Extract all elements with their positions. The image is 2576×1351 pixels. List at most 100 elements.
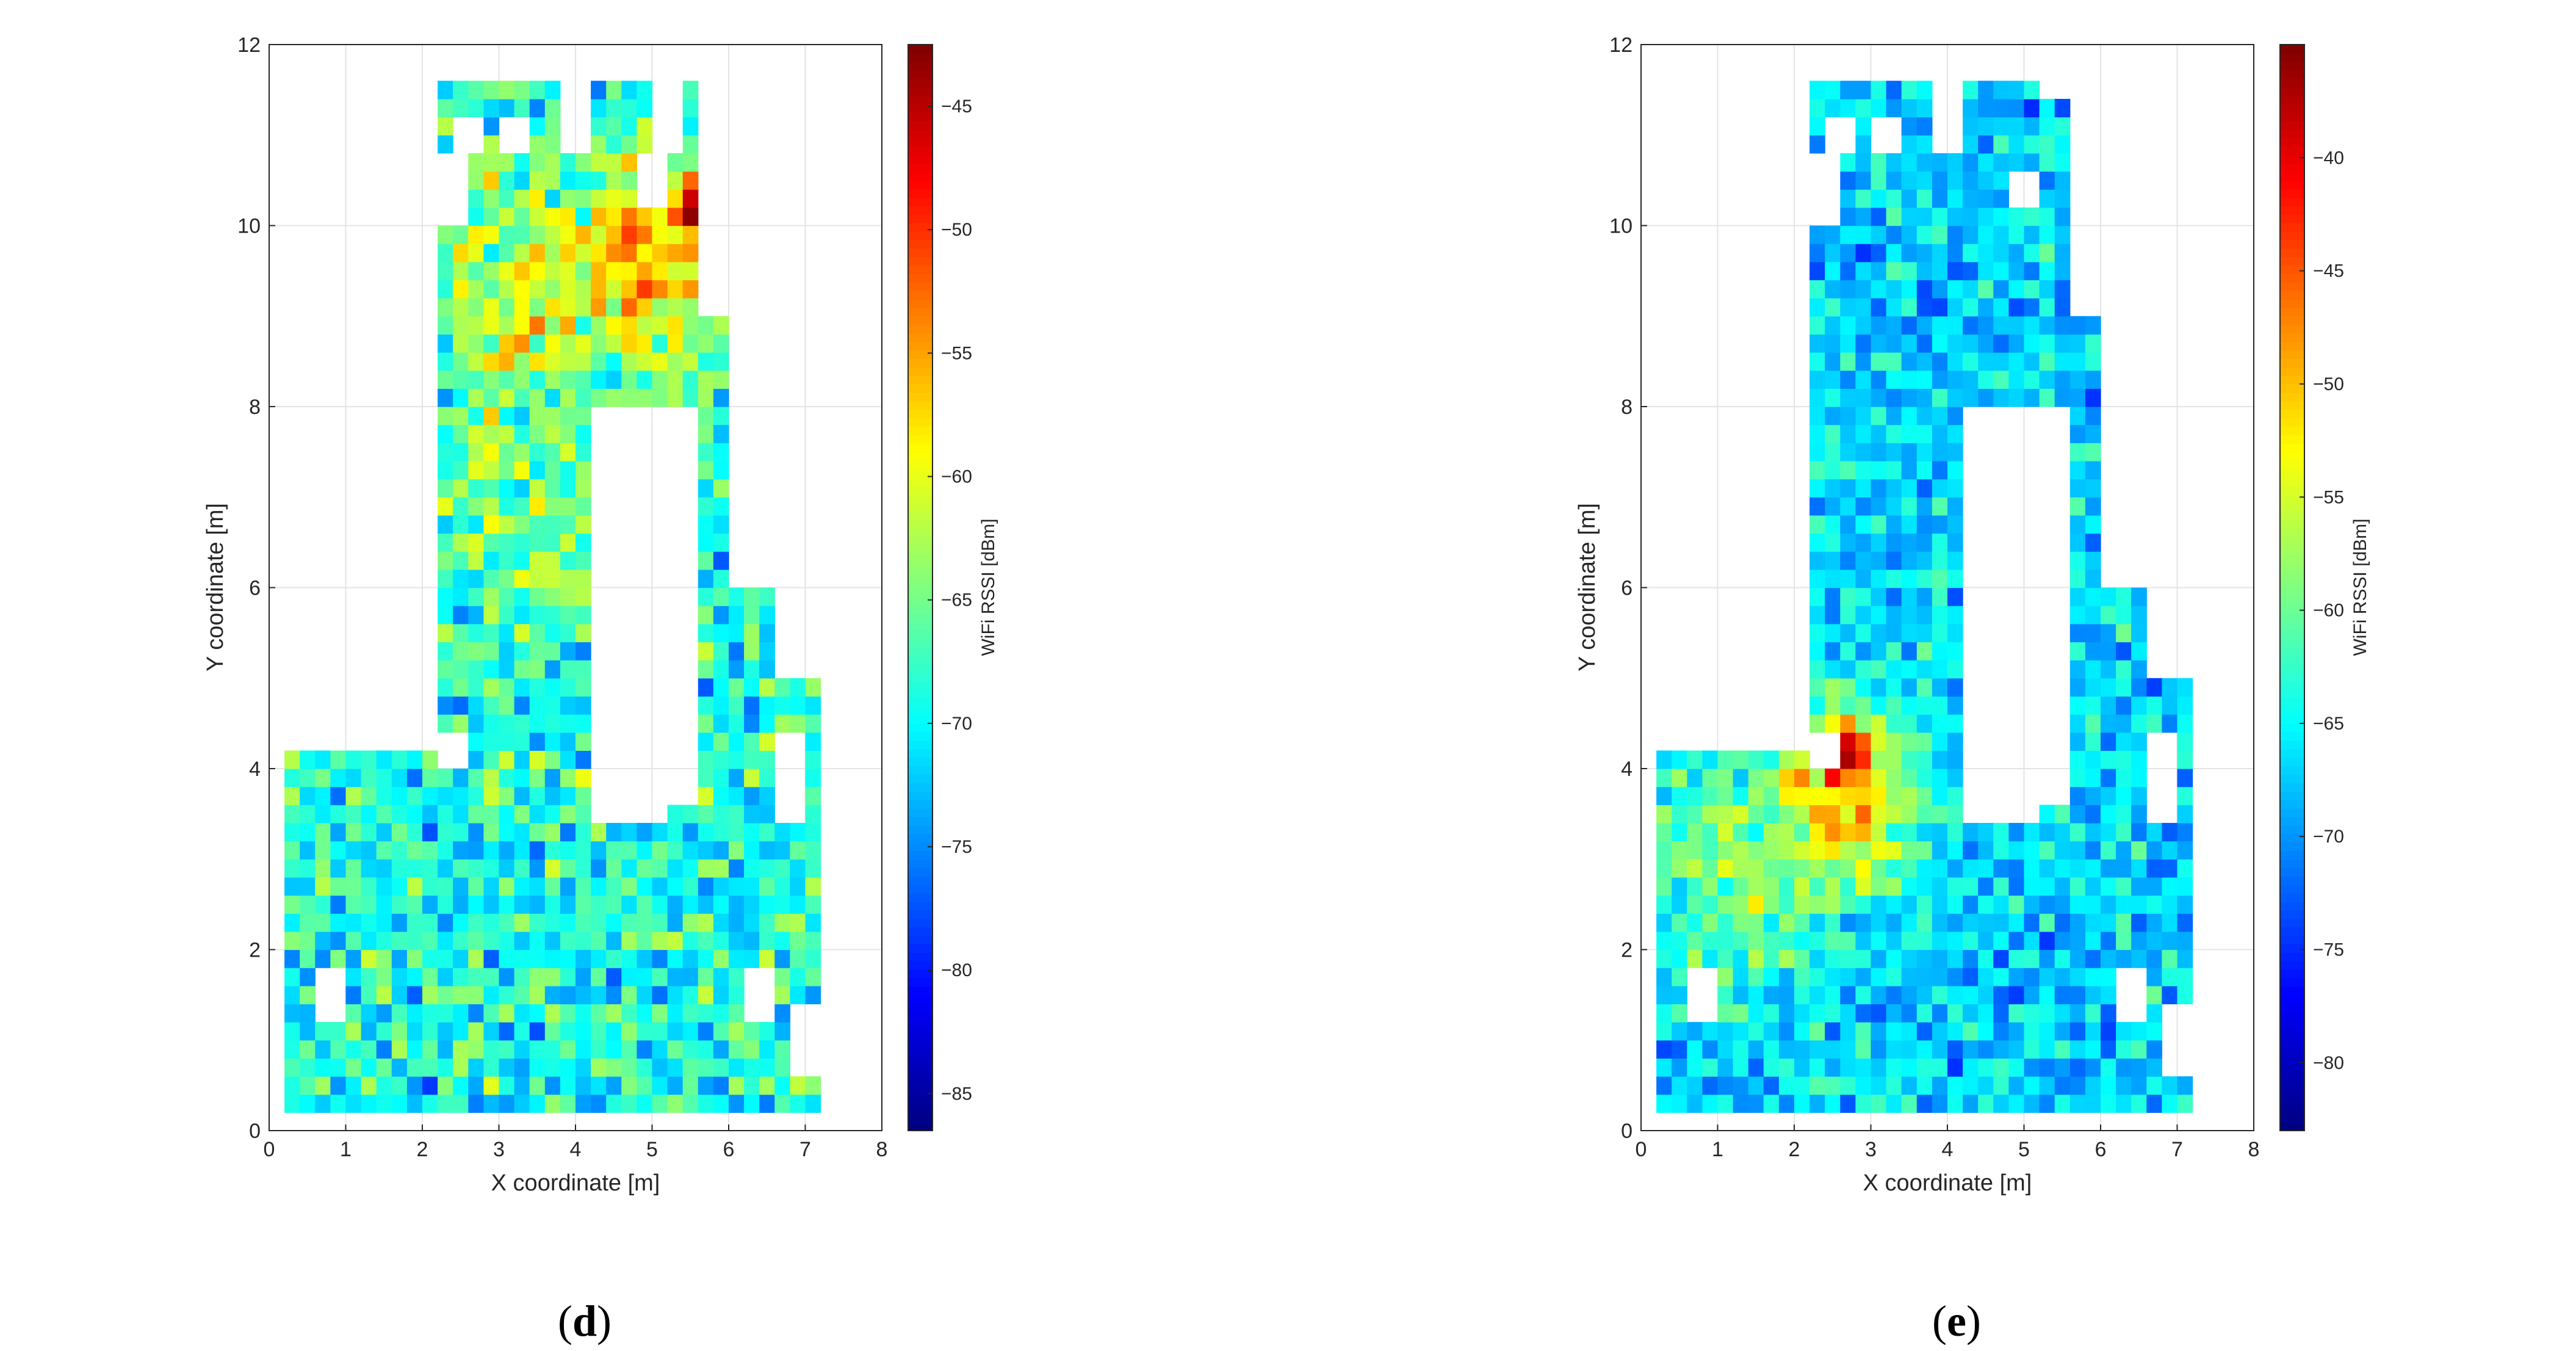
heatmap-cell [652, 1040, 668, 1059]
x-tick-label: 3 [493, 1138, 505, 1161]
heatmap-cell [1748, 1094, 1764, 1113]
heatmap-cell [514, 189, 530, 208]
colorbar-step [2280, 672, 2304, 682]
heatmap-cell [438, 1076, 453, 1095]
heatmap-cell [2085, 714, 2101, 733]
heatmap-cell [1840, 606, 1856, 625]
heatmap-cell [1855, 370, 1872, 389]
heatmap-cell [1855, 931, 1872, 951]
heatmap-cell [2146, 877, 2162, 896]
heatmap-cell [514, 805, 530, 824]
heatmap-cell [1947, 569, 1963, 589]
heatmap-cell [1932, 569, 1948, 589]
heatmap-cell [2116, 1022, 2132, 1041]
colorbar-step [2280, 698, 2304, 707]
x-axis-label: X coordinate [m] [491, 1170, 660, 1196]
colorbar-step [908, 206, 933, 215]
heatmap-cell [1702, 1040, 1719, 1059]
heatmap-cell [438, 769, 453, 788]
heatmap-cell [682, 913, 699, 932]
colorbar-step [908, 400, 933, 410]
heatmap-cell [2085, 606, 2101, 625]
heatmap-cell [1916, 1058, 1933, 1077]
heatmap-cell [1993, 261, 2009, 281]
heatmap-cell [575, 660, 591, 679]
heatmap-cell [453, 298, 469, 317]
heatmap-cell [790, 877, 806, 896]
heatmap-cell [575, 587, 591, 606]
heatmap-cell [575, 714, 591, 733]
heatmap-cell [1932, 606, 1948, 625]
heatmap-cell [606, 352, 622, 371]
heatmap-cell [499, 443, 515, 462]
heatmap-cell [560, 569, 576, 589]
heatmap-cell [682, 316, 699, 335]
heatmap-cell [652, 261, 668, 281]
heatmap-cell [1672, 859, 1687, 878]
heatmap-cell [682, 153, 699, 172]
heatmap-cell [575, 859, 591, 878]
heatmap-cell [2069, 623, 2086, 643]
colorbar-step [2280, 859, 2304, 868]
heatmap-cell [345, 985, 362, 1005]
heatmap-cell [2024, 117, 2040, 136]
heatmap-cell [621, 207, 637, 226]
heatmap-cell [637, 968, 653, 987]
heatmap-cell [1702, 913, 1719, 932]
heatmap-cell [2024, 1004, 2040, 1023]
heatmap-cell [345, 786, 362, 805]
heatmap-cell [483, 460, 500, 480]
heatmap-cell [2054, 370, 2071, 389]
heatmap-cell [1901, 642, 1918, 661]
heatmap-cell [1855, 769, 1872, 788]
heatmap-cell [759, 805, 775, 824]
heatmap-cell [2131, 750, 2147, 769]
colorbar-step [908, 265, 933, 274]
heatmap-cell [2101, 642, 2116, 661]
heatmap-cell [406, 985, 423, 1005]
heatmap-cell [1717, 1094, 1734, 1113]
heatmap-cell [2008, 316, 2025, 335]
heatmap-cell [2054, 968, 2071, 987]
heatmap-cell [2146, 1022, 2162, 1041]
heatmap-cell [300, 985, 316, 1005]
heatmap-cell [1840, 515, 1856, 534]
heatmap-cell [361, 985, 377, 1005]
heatmap-cell [1855, 225, 1872, 244]
heatmap-cell [1947, 732, 1963, 751]
heatmap-cell [713, 931, 729, 951]
heatmap-cell [1871, 1040, 1887, 1059]
heatmap-cell [544, 388, 561, 407]
heatmap-cell [621, 841, 637, 860]
heatmap-cell [591, 1094, 607, 1113]
colorbar-step [2280, 45, 2304, 54]
colorbar-step [908, 248, 933, 258]
heatmap-cell [1993, 171, 2009, 190]
colorbar-step [2280, 452, 2304, 461]
heatmap-cell [2085, 460, 2101, 480]
heatmap-cell [790, 985, 806, 1005]
heatmap-cell [652, 334, 668, 353]
heatmap-cell [729, 606, 745, 625]
heatmap-cell [483, 569, 500, 589]
heatmap-cell [2131, 678, 2147, 697]
heatmap-cell [1886, 261, 1902, 281]
heatmap-cell [2085, 750, 2101, 769]
heatmap-cell [1855, 244, 1872, 263]
heatmap-cell [1901, 660, 1918, 679]
heatmap-cell [682, 1076, 699, 1095]
heatmap-cell [698, 696, 714, 715]
heatmap-cell [468, 642, 484, 661]
heatmap-cell [2024, 153, 2040, 172]
heatmap-cell [391, 985, 408, 1005]
heatmap-cell [698, 569, 714, 589]
heatmap-cell [376, 1040, 392, 1059]
heatmap-cell [544, 407, 561, 426]
heatmap-cell [1993, 81, 2009, 100]
colorbar-step [2280, 307, 2304, 317]
heatmap-cell [438, 714, 453, 733]
heatmap-cell [1993, 352, 2009, 371]
colorbar-step [908, 511, 933, 521]
heatmap-cell [1778, 968, 1795, 987]
heatmap-cell [729, 642, 745, 661]
